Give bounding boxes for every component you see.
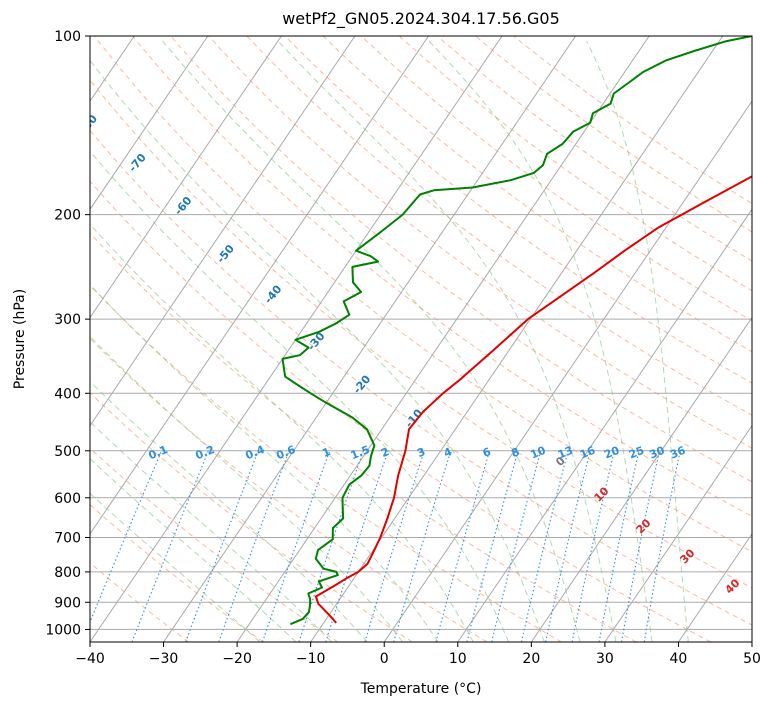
- moist-adiabat: [586, 40, 689, 642]
- y-tick-label: 300: [54, 312, 81, 328]
- mixing-ratio-label: 30: [648, 444, 667, 462]
- mixing-ratio-line: [185, 450, 259, 642]
- y-tick-label: 700: [54, 531, 81, 547]
- moist-adiabat: [90, 492, 261, 642]
- dry-adiabat: [246, 36, 752, 416]
- moist-adiabat: [90, 380, 368, 642]
- dry-adiabat: [132, 36, 752, 517]
- chart-title: wetPf2_GN05.2024.304.17.56.G05: [282, 9, 560, 29]
- y-tick-label: 200: [54, 208, 81, 224]
- moist-adiabat: [90, 335, 404, 642]
- x-tick-label: 30: [596, 651, 614, 667]
- dry-adiabat: [90, 232, 637, 642]
- x-tick-label: −30: [149, 651, 179, 667]
- x-axis-label: Temperature (°C): [360, 681, 482, 697]
- x-tick-label: −10: [296, 651, 326, 667]
- y-tick-label: 900: [54, 595, 81, 611]
- dry-adiabat: [90, 79, 752, 589]
- isotherm: [90, 36, 209, 211]
- x-tick-label: 40: [670, 651, 688, 667]
- x-tick-label: 20: [522, 651, 540, 667]
- isotherm: [383, 100, 752, 642]
- isotherm: [90, 36, 356, 427]
- isotherm: [604, 424, 752, 642]
- moist-adiabat: [90, 284, 439, 642]
- isotherm: [90, 36, 429, 535]
- mixing-ratio-line: [298, 450, 364, 642]
- x-axis: −40 −30 −20 −10 0 10 20 30 40 50: [75, 642, 761, 667]
- mixing-ratio-line: [571, 450, 615, 642]
- isotherm: [457, 208, 752, 642]
- mixing-ratio-label: 8: [509, 445, 521, 460]
- dry-adiabat: [90, 284, 562, 642]
- mixing-ratio-label: 3: [415, 445, 427, 460]
- isotherm: [90, 36, 282, 319]
- moist-adiabat-label: -80: [77, 112, 100, 136]
- isotherm: [236, 36, 650, 642]
- plot-area: 0.10.20.40.611.52346810131620253036-100-…: [77, 36, 752, 642]
- mixing-ratio-line: [393, 450, 452, 642]
- dry-adiabat: [90, 391, 413, 642]
- moist-adiabat: [90, 421, 333, 642]
- y-axis: 1000 900 800 700 600 500 400 300 200 100: [45, 29, 90, 638]
- mixing-ratio-line: [261, 450, 331, 642]
- mixing-ratio-line: [466, 450, 519, 642]
- isotherm: [678, 532, 752, 642]
- mixing-ratio-line: [90, 450, 163, 624]
- y-tick-label: 400: [54, 386, 81, 402]
- dry-adiabat: [90, 129, 752, 626]
- y-tick-label: 500: [54, 444, 81, 460]
- mixing-ratio-line: [491, 450, 542, 642]
- temperature-profile-line: [314, 175, 752, 624]
- mixing-ratio-line: [131, 450, 209, 642]
- y-tick-label: 1000: [45, 622, 81, 638]
- plot-frame: [89, 35, 753, 643]
- mixing-ratio-label: 1: [321, 445, 333, 460]
- dry-adiabat: [94, 36, 752, 553]
- isotherm: [163, 36, 577, 642]
- moist-adiabat: [162, 40, 581, 642]
- data-layer: [281, 36, 752, 626]
- y-axis-label: Pressure (hPa): [12, 289, 28, 389]
- y-tick-label: 800: [54, 565, 81, 581]
- moist-adiabat: [90, 59, 545, 642]
- mixing-ratio-line: [545, 450, 591, 642]
- dry-adiabat: [90, 180, 712, 642]
- moist-adiabat: [428, 40, 653, 642]
- mixing-ratio-label: 20: [602, 444, 621, 462]
- mixing-ratio-label: 16: [578, 444, 597, 462]
- dry-adiabat: [322, 36, 752, 353]
- mixing-ratio-label: 2: [379, 445, 391, 460]
- y-tick-label: 100: [54, 29, 81, 45]
- x-tick-label: 10: [449, 651, 467, 667]
- dry-adiabat: [208, 36, 752, 449]
- mixing-ratio-label: 13: [556, 444, 575, 462]
- moist-adiabat: [90, 223, 474, 642]
- mixing-ratio-label: 36: [668, 444, 687, 462]
- mixing-ratio-line: [364, 450, 425, 642]
- mixing-ratio-label: 25: [627, 444, 646, 462]
- x-tick-label: −20: [222, 651, 252, 667]
- isotherm: [530, 316, 752, 642]
- x-tick-label: −40: [75, 651, 105, 667]
- mixing-ratio-line: [218, 450, 290, 642]
- y-tick-label: 600: [54, 491, 81, 507]
- mixing-ratio-label: 10: [529, 444, 548, 462]
- dewpoint-profile-line: [281, 36, 752, 626]
- mixing-ratio-line: [435, 450, 491, 642]
- x-tick-label: 50: [743, 651, 761, 667]
- moist-adiabat: [277, 40, 617, 642]
- mixing-ratio-line: [520, 450, 569, 642]
- moist-adiabat: [90, 458, 297, 642]
- dry-adiabat: [398, 36, 752, 292]
- x-tick-label: 0: [380, 651, 389, 667]
